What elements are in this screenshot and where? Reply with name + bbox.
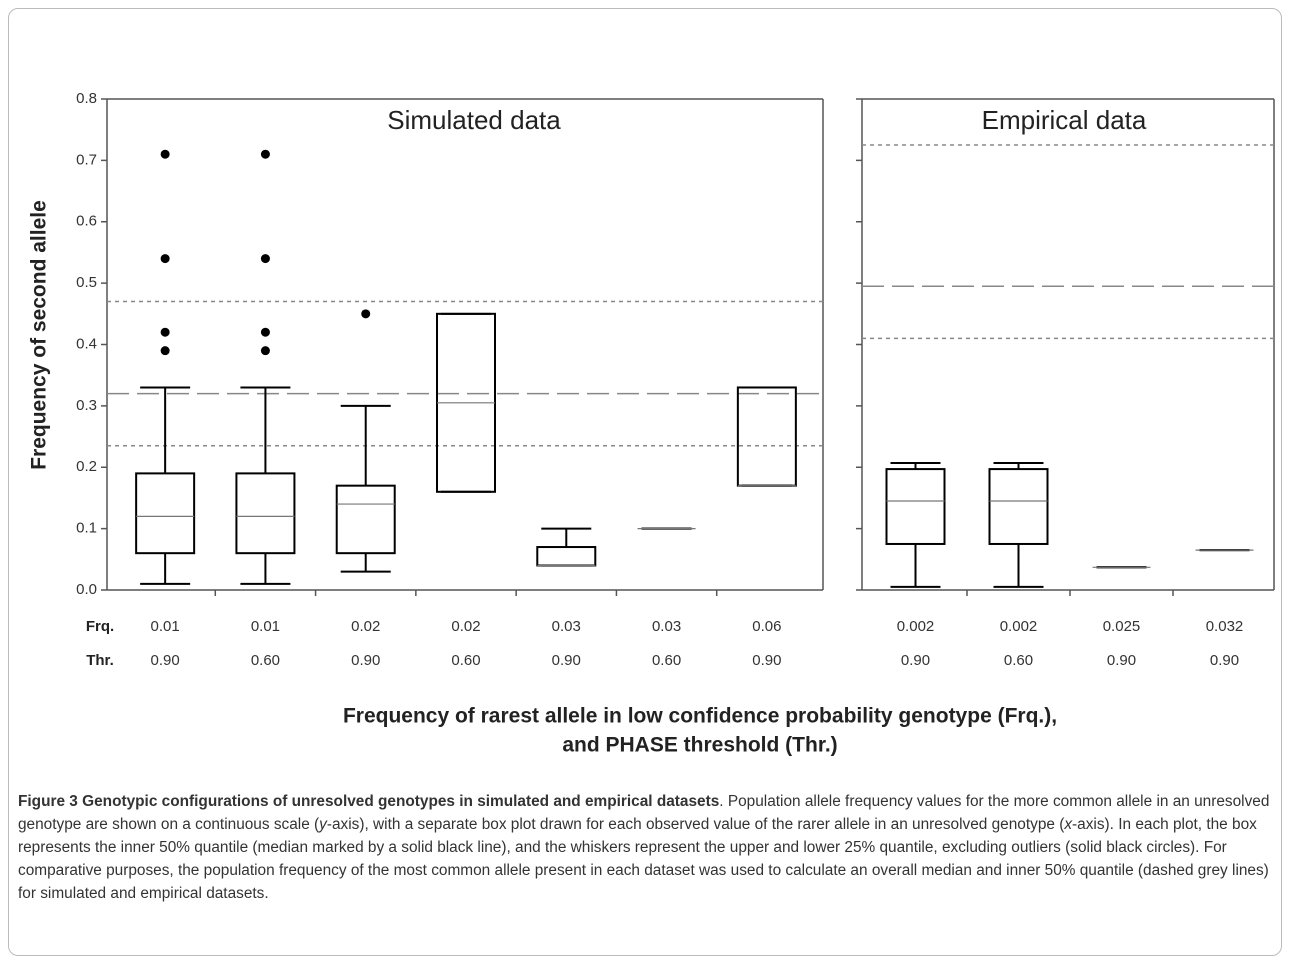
caption-text: -axis). In each plot, the box represents… xyxy=(18,816,1269,902)
box xyxy=(536,546,597,567)
x-tick-label: 0.002 xyxy=(1000,618,1038,635)
y-tick-label: 0.8 xyxy=(76,90,97,107)
x-tick-label: 0.60 xyxy=(451,652,480,669)
outlier xyxy=(260,346,270,356)
x-tick-label: 0.06 xyxy=(752,618,781,635)
caption: Figure 3 Genotypic configurations of unr… xyxy=(18,790,1276,905)
outlier xyxy=(160,327,170,337)
x-tick-label: 0.03 xyxy=(552,618,581,635)
outlier xyxy=(361,309,371,319)
x-tick-label: 0.032 xyxy=(1206,618,1244,635)
x-tick-label: 0.90 xyxy=(351,652,380,669)
y-tick-label: 0.3 xyxy=(76,397,97,414)
figure-border xyxy=(8,8,1282,956)
x-tick-label: 0.03 xyxy=(652,618,681,635)
outlier xyxy=(160,254,170,264)
x-tick-label: 0.01 xyxy=(251,618,280,635)
caption-text: -axis), with a separate box plot drawn f… xyxy=(326,816,1065,833)
y-tick-label: 0.1 xyxy=(76,520,97,537)
x-tick-label: 0.02 xyxy=(451,618,480,635)
caption-heading: Figure 3 Genotypic configurations of unr… xyxy=(18,793,720,810)
outlier xyxy=(260,327,270,337)
outlier xyxy=(260,254,270,264)
x-axis-title: and PHASE threshold (Thr.) xyxy=(562,734,837,757)
y-tick-label: 0.7 xyxy=(76,151,97,168)
y-tick-label: 0.4 xyxy=(76,335,97,352)
x-tick-label: 0.90 xyxy=(552,652,581,669)
x-tick-label: 0.90 xyxy=(151,652,180,669)
x-tick-label: 0.90 xyxy=(1107,652,1136,669)
box xyxy=(335,484,396,555)
y-tick-label: 0.6 xyxy=(76,213,97,230)
caption-text: . Population allele frequency values for… xyxy=(18,793,1270,833)
x-tick-label: 0.90 xyxy=(752,652,781,669)
box xyxy=(885,468,946,545)
x-tick-label: 0.002 xyxy=(897,618,935,635)
y-axis-label: Frequency of second allele xyxy=(28,200,51,470)
outlier xyxy=(160,346,170,356)
x-tick-label: 0.01 xyxy=(151,618,180,635)
panel-title: Simulated data xyxy=(387,105,561,135)
x-tick-label: 0.60 xyxy=(251,652,280,669)
x-tick-label: 0.02 xyxy=(351,618,380,635)
y-tick-label: 0.0 xyxy=(76,581,97,598)
y-tick-label: 0.2 xyxy=(76,458,97,475)
chart: Frequency of second allele Frq. Thr. Fre… xyxy=(28,90,1275,757)
y-tick-label: 0.5 xyxy=(76,274,97,291)
x-tick-label: 0.90 xyxy=(1210,652,1239,669)
caption-text: x xyxy=(1064,816,1073,833)
x-tick-label: 0.60 xyxy=(1004,652,1033,669)
x-tick-label: 0.90 xyxy=(901,652,930,669)
x-axis-title: Frequency of rarest allele in low confid… xyxy=(343,705,1057,728)
box xyxy=(135,472,196,555)
x-tick-label: 0.025 xyxy=(1103,618,1141,635)
row-label: Frq. xyxy=(86,618,114,635)
box xyxy=(988,468,1049,545)
x-tick-label: 0.60 xyxy=(652,652,681,669)
outlier xyxy=(260,149,270,159)
box xyxy=(235,472,296,555)
row-label: Thr. xyxy=(86,652,114,669)
outlier xyxy=(160,149,170,159)
panel-title: Empirical data xyxy=(982,105,1147,135)
box xyxy=(736,386,797,487)
caption-text: y xyxy=(319,816,327,833)
